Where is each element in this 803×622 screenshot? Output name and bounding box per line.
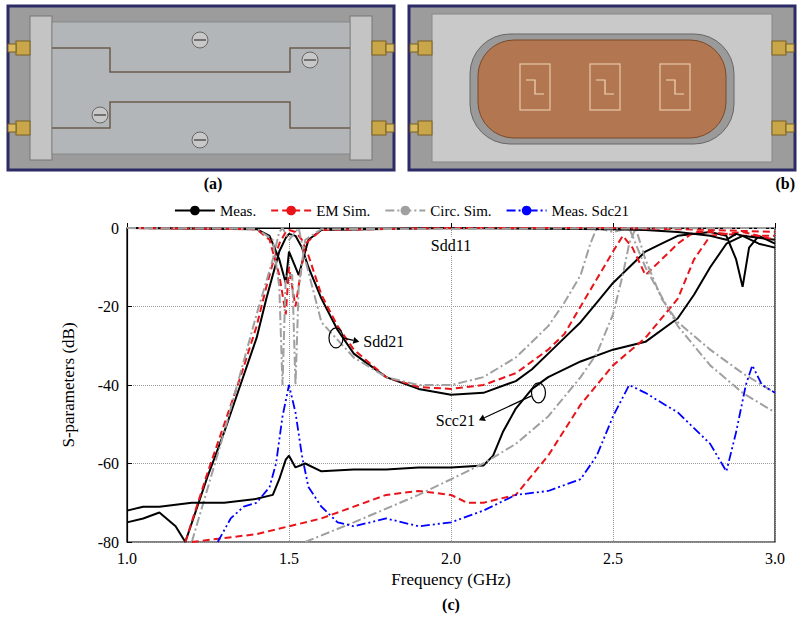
html-text:(c): (c) — [442, 596, 460, 613]
svg-text:Meas. Sdc21: Meas. Sdc21 — [552, 203, 630, 219]
svg-text:EM Sim.: EM Sim. — [316, 203, 370, 219]
svg-text:Circ. Sim.: Circ. Sim. — [430, 203, 491, 219]
svg-text:-60: -60 — [98, 455, 119, 472]
svg-text:(b): (b) — [775, 175, 795, 193]
svg-text:2.0: 2.0 — [441, 550, 461, 567]
svg-text:Frequency (GHz): Frequency (GHz) — [391, 570, 510, 589]
svg-text:3.0: 3.0 — [765, 550, 785, 567]
svg-text:1.0: 1.0 — [117, 550, 137, 567]
svg-text:0: 0 — [111, 220, 119, 237]
svg-text:2.5: 2.5 — [603, 550, 623, 567]
svg-text:Scc21: Scc21 — [436, 412, 475, 429]
svg-text:-20: -20 — [98, 298, 119, 315]
svg-text:Sdd11: Sdd11 — [431, 237, 471, 254]
svg-text:1.5: 1.5 — [279, 550, 299, 567]
svg-text:-40: -40 — [98, 377, 119, 394]
svg-text:-80: -80 — [98, 534, 119, 551]
svg-text:S-parameters (dB): S-parameters (dB) — [59, 322, 78, 447]
svg-text:(a): (a) — [204, 175, 223, 193]
svg-text:Meas.: Meas. — [220, 203, 256, 219]
svg-text:Sdd21: Sdd21 — [363, 333, 404, 350]
